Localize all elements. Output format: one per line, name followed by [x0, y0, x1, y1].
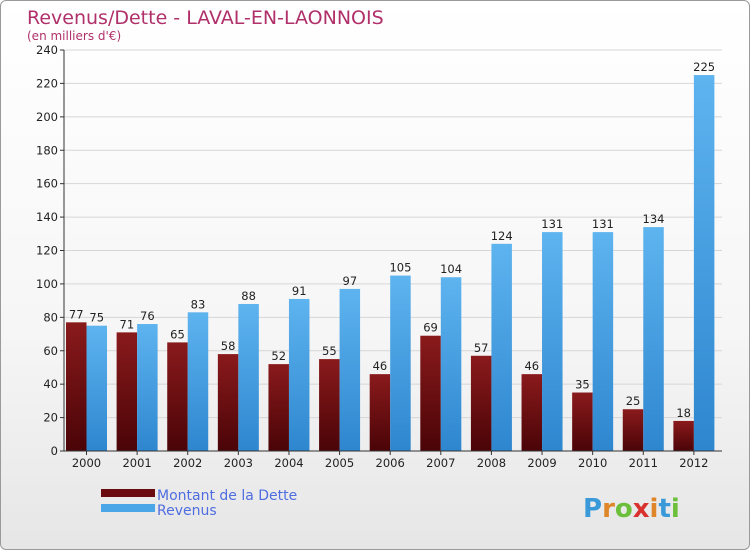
- revenue-value-label: 131: [592, 217, 614, 231]
- debt-value-label: 55: [322, 344, 337, 358]
- legend-label: Montant de la Dette: [157, 488, 297, 504]
- logo-letter: i: [671, 494, 680, 524]
- x-tick-label: 2005: [325, 456, 354, 470]
- debt-bar: [673, 420, 694, 451]
- debt-value-label: 46: [524, 359, 539, 373]
- revenue-bar: [390, 275, 411, 451]
- y-axis-ticks: 0 20 40 60 80 100 120 140 160 180 200 220 240: [36, 43, 64, 458]
- debt-value-label: 35: [575, 378, 590, 392]
- revenue-bar: [693, 75, 715, 451]
- revenue-value-label: 131: [541, 217, 563, 231]
- revenue-value-label: 105: [389, 261, 411, 275]
- debt-value-label: 77: [69, 307, 84, 321]
- debt-bar: [167, 342, 188, 451]
- y-tick-label: 180: [36, 143, 58, 157]
- revenue-value-label: 88: [241, 289, 256, 303]
- x-tick-label: 2008: [477, 456, 506, 470]
- debt-value-label: 58: [221, 339, 236, 353]
- debt-bar: [268, 364, 289, 451]
- debt-bar: [470, 355, 492, 451]
- revenue-bar: [238, 303, 259, 451]
- debt-value-label: 71: [120, 317, 135, 331]
- legend-swatch: [101, 489, 155, 497]
- x-tick-label: 2010: [578, 456, 607, 470]
- logo-letter: o: [615, 494, 633, 524]
- y-tick-label: 240: [36, 43, 58, 57]
- y-tick-label: 60: [43, 344, 58, 358]
- x-tick-label: 2002: [173, 456, 202, 470]
- revenue-bar: [187, 312, 209, 451]
- logo-letter: P: [583, 494, 602, 524]
- y-tick-label: 40: [43, 377, 58, 391]
- revenue-bar: [86, 325, 107, 451]
- debt-value-label: 46: [373, 359, 388, 373]
- y-tick-label: 120: [36, 244, 58, 258]
- debt-bar: [572, 392, 593, 451]
- y-tick-label: 20: [43, 411, 58, 425]
- x-tick-label: 2003: [224, 456, 253, 470]
- revenue-bar: [339, 288, 361, 451]
- y-tick-label: 100: [36, 277, 58, 291]
- logo-letter: t: [658, 494, 670, 524]
- debt-value-label: 65: [170, 327, 185, 341]
- x-tick-label: 2000: [72, 456, 101, 470]
- revenue-value-label: 225: [693, 60, 715, 74]
- revenue-bar: [542, 232, 563, 451]
- logo-letter: r: [602, 494, 615, 524]
- revenue-value-label: 91: [292, 284, 307, 298]
- revenue-value-label: 76: [140, 309, 155, 323]
- debt-bar: [66, 322, 87, 451]
- logo-letter: i: [650, 494, 659, 524]
- x-axis-ticks: 2000 2001 2002 2003 2004 2005 2006 2007 2008 2009…: [72, 451, 709, 470]
- revenue-bar: [592, 232, 614, 451]
- revenue-value-label: 83: [191, 297, 206, 311]
- x-tick-label: 2012: [679, 456, 708, 470]
- x-tick-label: 2004: [274, 456, 303, 470]
- proxiti-logo: Proxiti: [583, 494, 680, 524]
- chart-subtitle: (en milliers d'€): [27, 29, 121, 43]
- chart-title: Revenus/Dette - LAVAL-EN-LAONNOIS: [27, 7, 384, 29]
- debt-value-label: 69: [423, 321, 438, 335]
- revenue-bar: [491, 243, 512, 451]
- revenue-value-label: 97: [343, 274, 358, 288]
- debt-bar: [420, 335, 441, 451]
- x-tick-label: 2009: [527, 456, 556, 470]
- revenue-bar: [137, 324, 158, 451]
- bars: 77 75 71 76 65 83 58 88 52 91 55 97 46 105 69 104 57 124 4…: [66, 60, 715, 451]
- x-tick-label: 2007: [426, 456, 455, 470]
- debt-bar: [521, 374, 543, 451]
- revenue-value-label: 104: [440, 262, 462, 276]
- revenue-bar: [440, 277, 462, 451]
- revenue-bar: [288, 298, 310, 451]
- debt-bar: [116, 332, 138, 451]
- revenue-value-label: 134: [643, 212, 665, 226]
- y-tick-label: 80: [43, 310, 58, 324]
- revenue-bar: [643, 227, 664, 451]
- x-tick-label: 2001: [122, 456, 151, 470]
- debt-bar: [319, 359, 340, 451]
- logo-letter: x: [633, 494, 650, 524]
- debt-bar: [622, 409, 644, 451]
- y-tick-label: 200: [36, 110, 58, 124]
- legend-label: Revenus: [157, 503, 217, 519]
- debt-value-label: 57: [474, 341, 489, 355]
- debt-bar: [217, 354, 239, 451]
- x-tick-label: 2011: [629, 456, 658, 470]
- debt-bar: [369, 374, 391, 451]
- y-tick-label: 220: [36, 76, 58, 90]
- y-tick-label: 140: [36, 210, 58, 224]
- revenue-value-label: 75: [89, 311, 104, 325]
- legend-swatch: [101, 504, 155, 512]
- y-tick-label: 0: [51, 444, 58, 458]
- revenue-value-label: 124: [491, 229, 513, 243]
- debt-value-label: 25: [626, 394, 641, 408]
- y-tick-label: 160: [36, 177, 58, 191]
- x-tick-label: 2006: [376, 456, 405, 470]
- debt-value-label: 18: [676, 406, 691, 420]
- debt-value-label: 52: [271, 349, 286, 363]
